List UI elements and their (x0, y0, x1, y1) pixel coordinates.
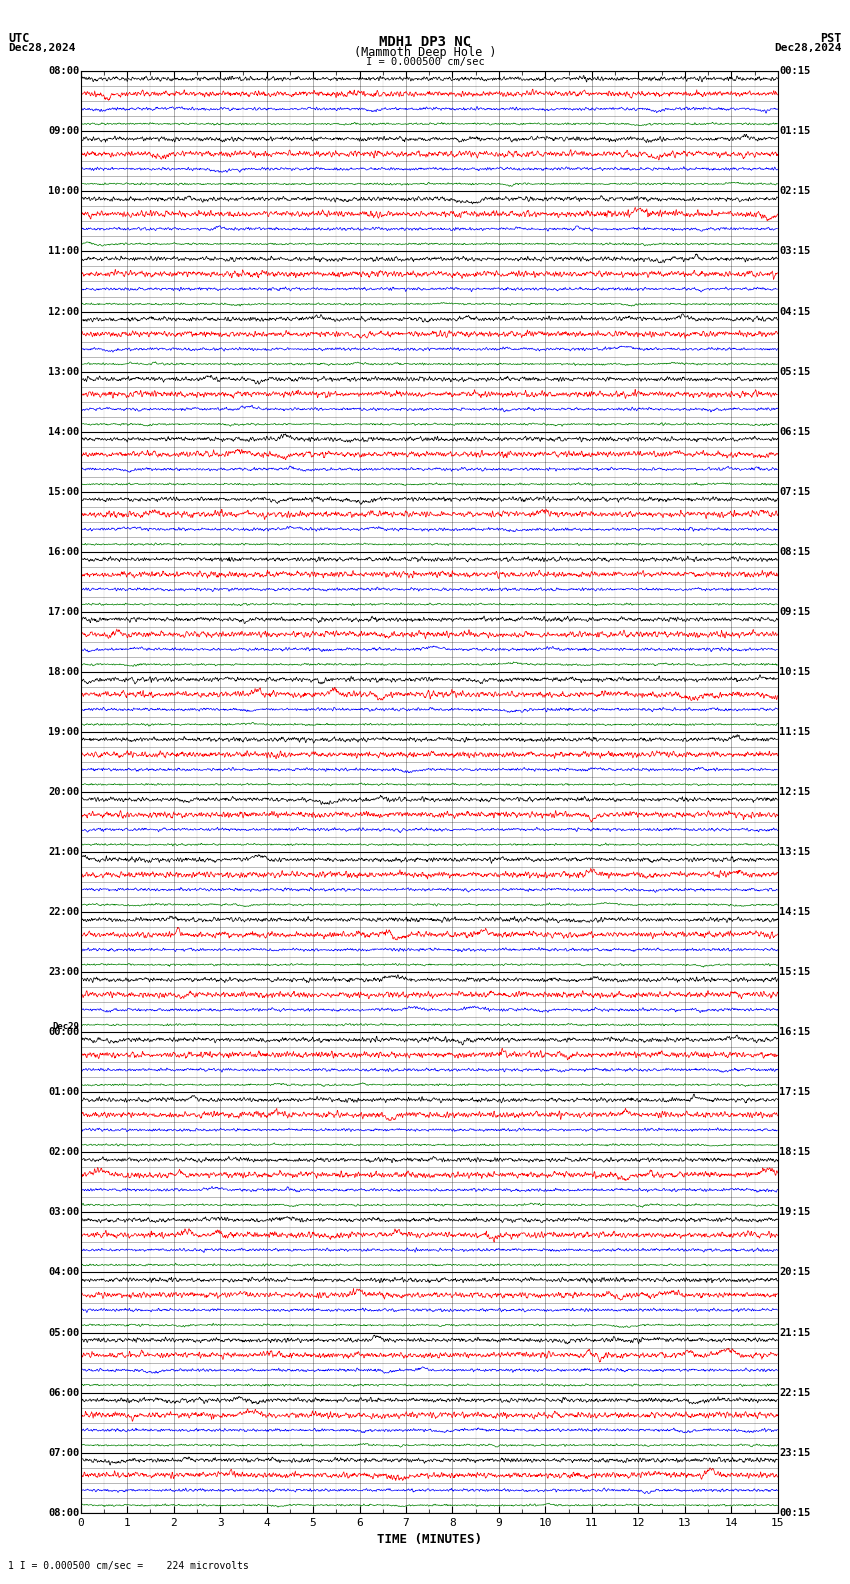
Text: PST: PST (820, 32, 842, 44)
Text: 23:00: 23:00 (48, 968, 79, 977)
Text: 09:15: 09:15 (779, 607, 810, 616)
Text: 16:00: 16:00 (48, 546, 79, 556)
Text: 12:00: 12:00 (48, 307, 79, 317)
Text: Dec29: Dec29 (53, 1023, 79, 1031)
Text: 19:00: 19:00 (48, 727, 79, 737)
Text: 20:15: 20:15 (779, 1267, 810, 1277)
Text: 04:00: 04:00 (48, 1267, 79, 1277)
Text: 14:00: 14:00 (48, 426, 79, 437)
Text: (Mammoth Deep Hole ): (Mammoth Deep Hole ) (354, 46, 496, 59)
Text: 08:00: 08:00 (48, 1508, 79, 1517)
Text: 15:15: 15:15 (779, 968, 810, 977)
Text: 11:00: 11:00 (48, 247, 79, 257)
Text: 05:15: 05:15 (779, 366, 810, 377)
Text: 00:00: 00:00 (48, 1028, 79, 1038)
Text: 18:15: 18:15 (779, 1147, 810, 1158)
Text: 08:15: 08:15 (779, 546, 810, 556)
Text: 21:00: 21:00 (48, 847, 79, 857)
Text: I = 0.000500 cm/sec: I = 0.000500 cm/sec (366, 57, 484, 67)
Text: 10:15: 10:15 (779, 667, 810, 676)
Text: Dec28,2024: Dec28,2024 (774, 43, 842, 52)
Text: 18:00: 18:00 (48, 667, 79, 676)
Text: 04:15: 04:15 (779, 307, 810, 317)
Text: 01:15: 01:15 (779, 127, 810, 136)
Text: 17:00: 17:00 (48, 607, 79, 616)
Text: 19:15: 19:15 (779, 1207, 810, 1218)
Text: 06:00: 06:00 (48, 1388, 79, 1397)
Text: 02:15: 02:15 (779, 187, 810, 196)
Text: 03:00: 03:00 (48, 1207, 79, 1218)
Text: 22:15: 22:15 (779, 1388, 810, 1397)
Text: 03:15: 03:15 (779, 247, 810, 257)
Text: 21:15: 21:15 (779, 1327, 810, 1337)
Text: UTC: UTC (8, 32, 30, 44)
Text: 00:15: 00:15 (779, 1508, 810, 1517)
Text: 01:00: 01:00 (48, 1087, 79, 1098)
Text: 13:00: 13:00 (48, 366, 79, 377)
Text: 08:00: 08:00 (48, 67, 79, 76)
Text: 14:15: 14:15 (779, 908, 810, 917)
Text: 12:15: 12:15 (779, 787, 810, 797)
Text: 15:00: 15:00 (48, 486, 79, 497)
Text: 10:00: 10:00 (48, 187, 79, 196)
Text: MDH1 DP3 NC: MDH1 DP3 NC (379, 35, 471, 49)
Text: 1 I = 0.000500 cm/sec =    224 microvolts: 1 I = 0.000500 cm/sec = 224 microvolts (8, 1562, 249, 1571)
Text: Dec28,2024: Dec28,2024 (8, 43, 76, 52)
Text: 07:00: 07:00 (48, 1448, 79, 1457)
Text: 07:15: 07:15 (779, 486, 810, 497)
Text: 16:15: 16:15 (779, 1028, 810, 1038)
Text: 20:00: 20:00 (48, 787, 79, 797)
Text: 11:15: 11:15 (779, 727, 810, 737)
Text: 06:15: 06:15 (779, 426, 810, 437)
X-axis label: TIME (MINUTES): TIME (MINUTES) (377, 1533, 482, 1546)
Text: 17:15: 17:15 (779, 1087, 810, 1098)
Text: 09:00: 09:00 (48, 127, 79, 136)
Text: 05:00: 05:00 (48, 1327, 79, 1337)
Text: 22:00: 22:00 (48, 908, 79, 917)
Text: 00:15: 00:15 (779, 67, 810, 76)
Text: 02:00: 02:00 (48, 1147, 79, 1158)
Text: 13:15: 13:15 (779, 847, 810, 857)
Text: 23:15: 23:15 (779, 1448, 810, 1457)
